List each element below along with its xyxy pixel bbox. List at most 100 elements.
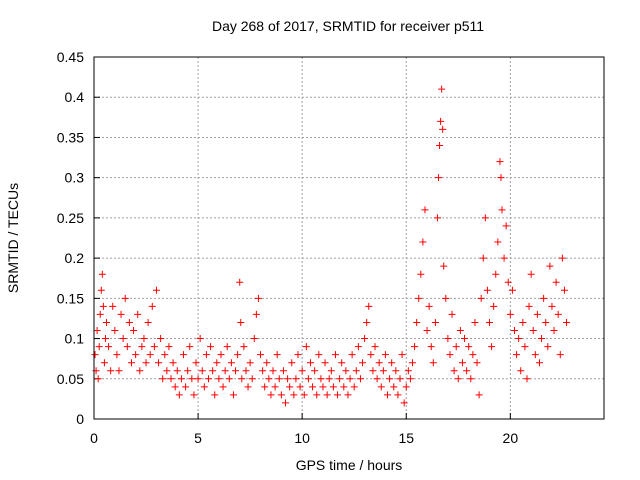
data-point (356, 375, 364, 383)
x-tick-label: 15 (398, 430, 414, 446)
data-point (525, 302, 533, 310)
data-point (192, 359, 200, 367)
data-point (311, 367, 319, 375)
y-tick-label: 0.45 (57, 49, 84, 65)
data-point (558, 254, 566, 262)
data-point (190, 391, 198, 399)
data-point (165, 343, 173, 351)
data-point (542, 318, 550, 326)
data-point (352, 367, 360, 375)
data-point (492, 270, 500, 278)
data-point (529, 327, 537, 335)
data-point (261, 383, 269, 391)
data-point (481, 214, 489, 222)
data-point (377, 383, 385, 391)
data-point (521, 343, 529, 351)
data-point (458, 359, 466, 367)
data-point (446, 351, 454, 359)
data-point (560, 286, 568, 294)
data-point (304, 375, 312, 383)
data-point (269, 367, 277, 375)
data-point (348, 351, 356, 359)
data-point (254, 294, 262, 302)
data-point (437, 117, 445, 125)
data-point (215, 375, 223, 383)
data-point (450, 367, 458, 375)
data-point (325, 375, 333, 383)
data-point (250, 335, 258, 343)
data-point (404, 367, 412, 375)
data-point (111, 327, 119, 335)
data-point (180, 351, 188, 359)
data-point (246, 359, 254, 367)
data-point (350, 383, 358, 391)
data-point (277, 391, 285, 399)
data-point (234, 351, 242, 359)
x-tick-label: 0 (90, 430, 98, 446)
data-point (252, 310, 260, 318)
y-tick-label: 0.4 (65, 89, 85, 105)
data-point (433, 214, 441, 222)
data-point (463, 367, 471, 375)
data-point (109, 302, 117, 310)
data-point (465, 343, 473, 351)
data-point (163, 367, 171, 375)
data-point (275, 375, 283, 383)
data-point (531, 351, 539, 359)
data-point (298, 367, 306, 375)
data-point (294, 351, 302, 359)
data-point (100, 359, 108, 367)
data-point (454, 375, 462, 383)
data-point (202, 351, 210, 359)
data-point (186, 343, 194, 351)
data-point (533, 310, 541, 318)
data-point (232, 367, 240, 375)
data-point (342, 367, 350, 375)
data-point (336, 375, 344, 383)
data-point (448, 310, 456, 318)
data-point (475, 391, 483, 399)
data-point (173, 367, 181, 375)
data-point (334, 391, 342, 399)
data-point (209, 367, 217, 375)
data-point (497, 174, 505, 182)
data-point (467, 375, 475, 383)
data-point (123, 343, 131, 351)
data-point (456, 327, 464, 335)
data-point (373, 375, 381, 383)
data-point (237, 318, 245, 326)
data-point (523, 375, 531, 383)
data-point (359, 359, 367, 367)
data-point (411, 343, 419, 351)
data-point (101, 335, 109, 343)
data-point (361, 335, 369, 343)
data-point (504, 278, 512, 286)
y-axis-label: SRMTID / TECUs (5, 183, 21, 293)
data-point (171, 383, 179, 391)
data-point (198, 367, 206, 375)
data-point (98, 270, 106, 278)
data-point (188, 375, 196, 383)
data-point (161, 351, 169, 359)
data-point (552, 278, 560, 286)
data-point (319, 383, 327, 391)
data-point (398, 351, 406, 359)
tick-labels: 0 0.05 0.1 0.15 0.2 0.25 0.3 0.35 0.4 0.45 0 5 10 15 2… (57, 49, 519, 446)
data-point (406, 375, 414, 383)
y-tick-label: 0.25 (57, 210, 84, 226)
data-point (379, 367, 387, 375)
data-point (184, 367, 192, 375)
data-point (471, 318, 479, 326)
data-point (519, 318, 527, 326)
data-point (556, 351, 564, 359)
data-point (438, 85, 446, 93)
y-tick-label: 0.15 (57, 290, 84, 306)
data-point (93, 327, 101, 335)
data-point (327, 367, 335, 375)
data-point (159, 375, 167, 383)
data-point (340, 383, 348, 391)
data-point (138, 343, 146, 351)
data-point (338, 359, 346, 367)
data-point (427, 343, 435, 351)
data-point (157, 335, 165, 343)
